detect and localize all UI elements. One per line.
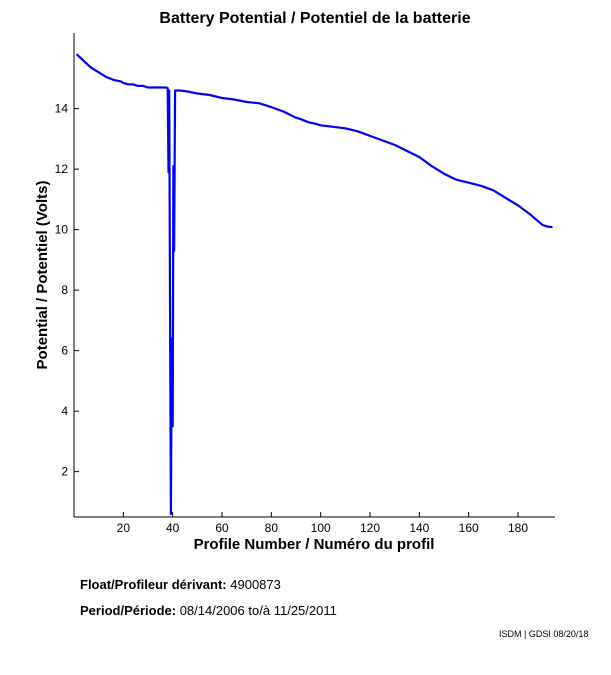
plot-area [74,33,555,517]
period-separator: to/à [248,603,271,618]
x-axis-ticks: 20 40 60 80 100 120 140 160 180 [117,512,528,535]
y-tick-label: 6 [61,344,68,358]
x-tick-label: 140 [409,521,429,535]
y-axis-ticks: 2 4 6 8 10 12 14 [55,102,79,479]
period-start: 08/14/2006 [179,603,245,618]
x-tick-label: 160 [459,521,479,535]
x-tick-label: 60 [215,521,229,535]
x-tick-label: 180 [508,521,528,535]
float-info: Float/Profileur dérivant: 4900873 [80,577,281,592]
chart-title: Battery Potential / Potentiel de la batt… [159,10,470,27]
x-tick-label: 80 [265,521,279,535]
float-label: Float/Profileur dérivant: [80,577,227,592]
y-tick-label: 14 [55,102,69,116]
x-tick-label: 120 [360,521,380,535]
x-tick-label: 100 [311,521,331,535]
x-tick-label: 20 [117,521,131,535]
y-tick-label: 12 [55,162,69,176]
float-value: 4900873 [230,577,281,592]
period-label: Period/Période: [80,603,177,618]
y-tick-label: 2 [61,465,68,479]
y-tick-label: 4 [61,404,68,418]
y-tick-label: 8 [61,283,68,297]
battery-series-line [75,53,553,516]
y-tick-label: 10 [55,223,69,237]
period-end: 11/25/2011 [273,603,337,618]
x-tick-label: 40 [166,521,180,535]
period-info: Period/Période: 08/14/2006 to/à 11/25/20… [80,603,337,618]
y-axis-label: Potential / Potentiel (Volts) [34,181,51,370]
x-axis-label: Profile Number / Numéro du profil [194,536,435,553]
credit-text: ISDM | GDSI 08/20/18 [499,629,589,639]
